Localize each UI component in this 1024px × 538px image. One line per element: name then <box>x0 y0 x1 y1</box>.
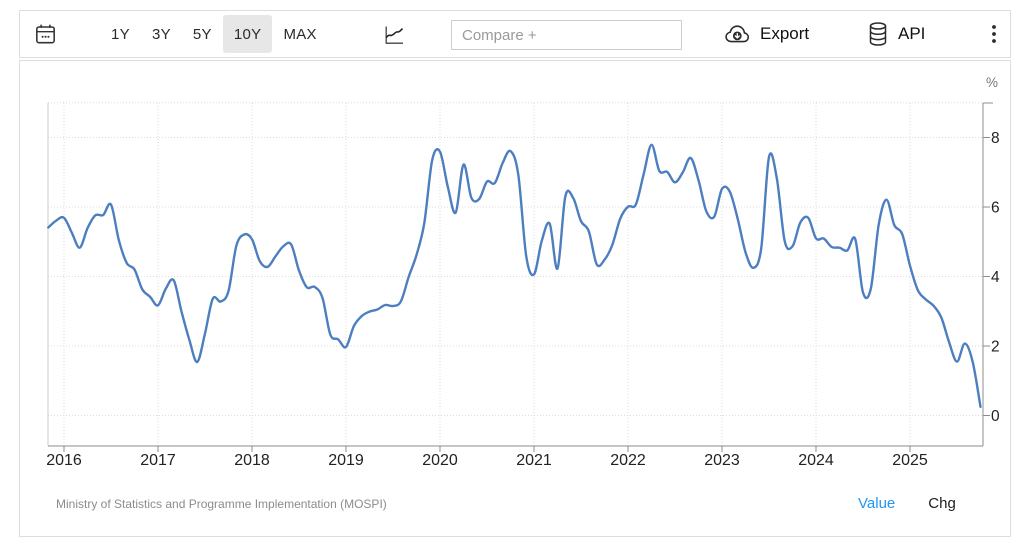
chart-toolbar: 1Y 3Y 5Y 10Y MAX Export API <box>19 10 1011 58</box>
svg-text:2022: 2022 <box>610 452 646 469</box>
source-label: Ministry of Statistics and Programme Imp… <box>56 497 387 511</box>
cloud-download-icon <box>725 25 750 43</box>
svg-text:2023: 2023 <box>704 452 740 469</box>
range-button-max[interactable]: MAX <box>283 25 317 43</box>
range-button-3y[interactable]: 3Y <box>151 25 171 43</box>
more-menu-button[interactable] <box>981 11 1007 57</box>
svg-text:2024: 2024 <box>798 452 834 469</box>
api-label: API <box>898 24 926 43</box>
svg-text:2021: 2021 <box>516 452 552 469</box>
svg-text:4: 4 <box>991 269 1000 286</box>
chg-toggle[interactable]: Chg <box>928 495 956 512</box>
line-chart-icon <box>385 26 404 44</box>
range-selector: 1Y 3Y 5Y 10Y MAX <box>100 11 328 57</box>
export-button[interactable]: Export <box>724 11 809 57</box>
svg-text:2019: 2019 <box>328 452 364 469</box>
svg-text:2020: 2020 <box>422 452 458 469</box>
range-button-5y[interactable]: 5Y <box>192 25 212 43</box>
export-label: Export <box>760 24 810 43</box>
svg-text:%: % <box>986 75 998 90</box>
value-toggle[interactable]: Value <box>858 495 896 512</box>
svg-text:2018: 2018 <box>234 452 270 469</box>
svg-text:6: 6 <box>991 200 1000 217</box>
svg-text:2017: 2017 <box>140 452 176 469</box>
range-button-1y[interactable]: 1Y <box>111 25 130 43</box>
svg-text:2: 2 <box>991 339 1000 356</box>
range-button-10y[interactable]: 10Y <box>222 15 273 53</box>
svg-text:2025: 2025 <box>892 452 928 469</box>
api-button[interactable]: API <box>867 11 925 57</box>
svg-text:8: 8 <box>991 130 1000 147</box>
database-icon <box>869 22 887 46</box>
calendar-icon <box>36 24 55 44</box>
svg-text:2016: 2016 <box>46 452 82 469</box>
chart-type-button[interactable] <box>383 24 405 46</box>
chart-panel: 0 2 4 6 8% 2016 2017 2018 2019 2020 2021 2022 2023 20… <box>19 60 1011 537</box>
svg-text:0: 0 <box>991 408 1000 425</box>
kebab-menu-icon <box>992 25 996 43</box>
calendar-button[interactable] <box>34 23 57 46</box>
inflation-line-chart[interactable]: 0 2 4 6 8% 2016 2017 2018 2019 2020 2021 2022 2023 20… <box>20 61 1010 536</box>
footer-toggles: Value Chg <box>858 495 956 512</box>
compare-input[interactable] <box>451 20 682 50</box>
